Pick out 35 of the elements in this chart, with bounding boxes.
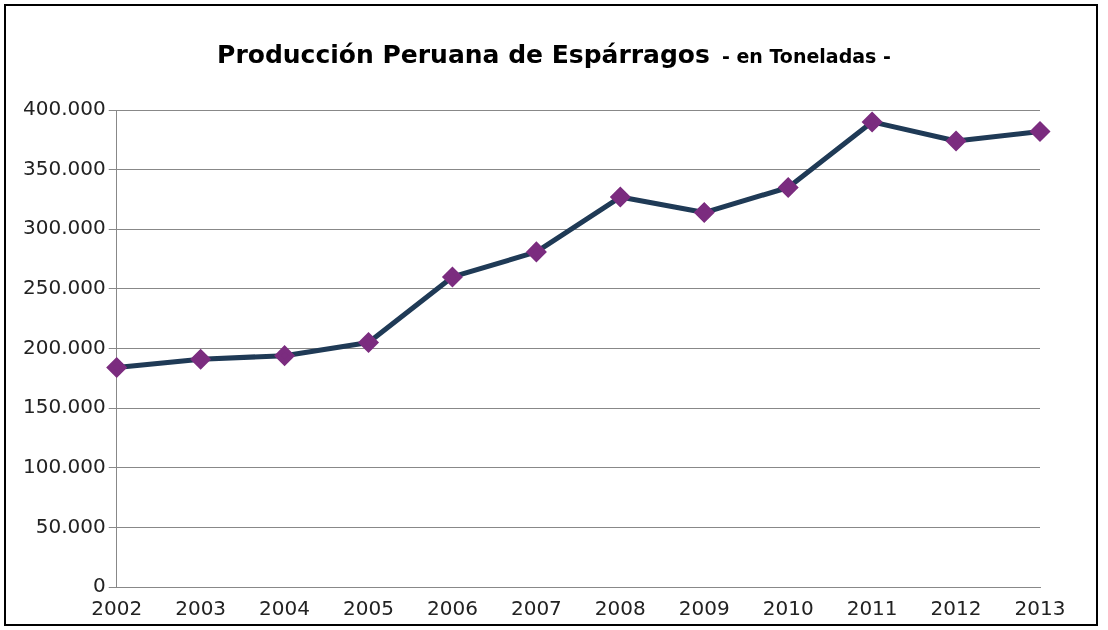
y-tick-label: 200.000 — [22, 334, 106, 359]
x-tick-label: 2012 — [930, 596, 982, 621]
point — [359, 333, 379, 353]
y-tick-label: 300.000 — [22, 215, 106, 240]
y-tick-label: 50.000 — [35, 513, 106, 538]
x-tick-label: 2011 — [846, 596, 898, 621]
x-tick-label: 2005 — [343, 596, 394, 621]
x-tick-label: 2002 — [91, 596, 143, 621]
x-tick-label: 2007 — [510, 596, 562, 621]
point — [107, 358, 127, 378]
point — [275, 346, 295, 366]
point — [778, 178, 798, 198]
point — [862, 112, 882, 132]
y-tick-label: 400.000 — [22, 96, 106, 121]
y-tick-label: 350.000 — [22, 155, 106, 180]
y-tick-label: 100.000 — [22, 453, 106, 478]
point — [526, 242, 546, 262]
chart-subtitle: - en Toneladas - — [721, 45, 891, 67]
y-tick-label: 250.000 — [22, 275, 106, 300]
y-tick-label: 150.000 — [22, 394, 106, 419]
y-tick-label: 0 — [92, 573, 106, 598]
point — [1030, 121, 1050, 141]
point — [442, 267, 462, 287]
point — [694, 203, 714, 223]
x-tick-label: 2013 — [1014, 596, 1066, 621]
point — [610, 187, 630, 207]
x-tick-label: 2009 — [678, 596, 730, 621]
x-tick-label: 2008 — [594, 596, 646, 621]
point — [191, 349, 211, 369]
x-tick-label: 2010 — [762, 596, 814, 621]
x-tick-label: 2004 — [259, 596, 311, 621]
x-tick-label: 2003 — [175, 596, 227, 621]
chart-title: Producción Peruana de Espárragos — [217, 40, 710, 69]
point — [946, 131, 966, 151]
x-tick-label: 2006 — [427, 596, 478, 621]
